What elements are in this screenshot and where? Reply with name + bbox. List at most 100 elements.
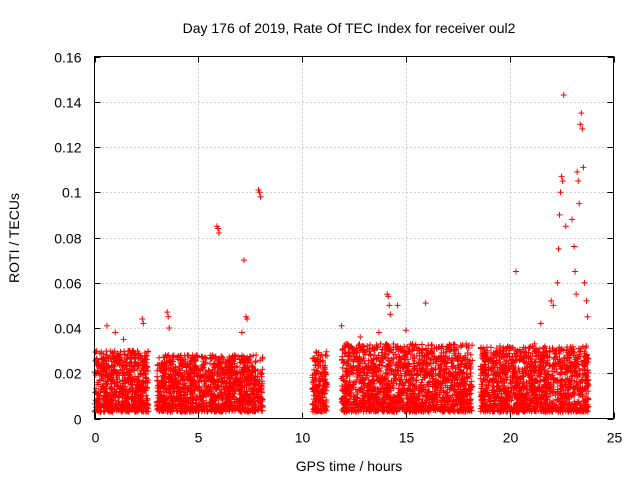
data-point [419,396,426,403]
data-point [522,345,529,352]
data-point [432,394,439,401]
data-point [369,373,376,380]
data-point [244,367,251,374]
data-point [461,396,468,403]
data-point [550,355,557,362]
data-point [179,408,186,415]
data-point [504,368,511,375]
data-point [313,367,320,374]
data-point [164,404,171,411]
data-point [161,354,168,361]
data-point [557,362,564,369]
data-point [164,353,171,360]
data-point [105,407,112,414]
data-point [457,342,464,349]
data-point [416,390,423,397]
data-point [346,347,353,354]
data-point [406,347,413,354]
data-point [389,359,396,366]
data-point [231,352,238,359]
data-point [197,405,204,412]
data-point [432,403,439,410]
data-point [340,360,347,367]
data-point [323,387,330,394]
data-point [171,375,178,382]
data-point [382,370,389,377]
data-point [228,365,235,372]
data-point [373,344,380,351]
data-point [230,381,237,388]
data-point [456,406,463,413]
data-point [402,408,409,415]
data-point [440,366,447,373]
data-point [187,377,194,384]
data-point [100,356,107,363]
data-point [393,408,400,415]
data-point [210,403,217,410]
data-point [312,399,319,406]
data-point [226,383,233,390]
data-point [140,383,147,390]
data-point [355,406,362,413]
data-point [222,408,229,415]
data-point [177,402,184,409]
data-point [400,386,407,393]
data-point [383,381,390,388]
data-point [108,384,115,391]
data-point [367,341,374,348]
data-point [431,381,438,388]
data-point [446,345,453,352]
data-point [410,346,417,353]
data-point [196,378,203,385]
data-point [319,385,326,392]
data-point [397,347,404,354]
data-point [412,341,419,348]
data-point [411,402,418,409]
data-point [104,364,111,371]
data-point [111,394,118,401]
data-point [365,405,372,412]
data-point [239,373,246,380]
data-point [430,375,437,382]
data-point [246,381,253,388]
data-point [208,371,215,378]
data-point [318,351,325,358]
data-point [238,387,245,394]
data-point [494,370,501,377]
data-point [443,360,450,367]
data-point [361,369,368,376]
data-point [384,408,391,415]
data-point [245,366,252,373]
data-point [386,380,393,387]
data-point [549,368,556,375]
data-point [216,365,223,372]
data-point [440,349,447,356]
data-point [466,397,473,404]
data-point [343,373,350,380]
data-point [201,389,208,396]
data-point [323,348,330,355]
data-point [130,367,137,374]
data-point [546,345,553,352]
data-point [131,390,138,397]
data-point [247,400,254,407]
data-point [315,387,322,394]
data-point [155,394,162,401]
data-point [502,358,509,365]
data-point [380,400,387,407]
data-point [385,407,392,414]
data-point [217,390,224,397]
data-point [359,358,366,365]
data-point [422,408,429,415]
data-point [320,406,327,413]
data-point [422,346,429,353]
data-point [156,403,163,410]
data-point [368,378,375,385]
data-point [244,359,251,366]
data-point [244,408,251,415]
data-point [154,385,161,392]
data-point [111,348,118,355]
data-point [137,401,144,408]
data-point [423,399,430,406]
data-point [218,378,225,385]
